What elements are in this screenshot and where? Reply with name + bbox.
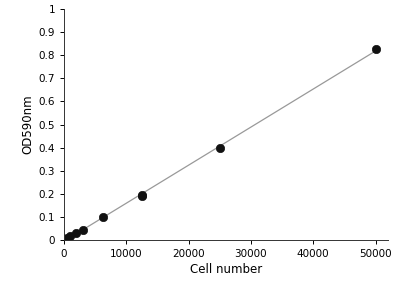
Y-axis label: OD590nm: OD590nm <box>21 95 34 154</box>
Point <box>216 145 223 150</box>
X-axis label: Cell number: Cell number <box>190 263 262 277</box>
Point <box>64 236 70 240</box>
Point <box>100 215 106 219</box>
Point <box>67 233 74 238</box>
Point <box>139 193 145 197</box>
Point <box>80 227 86 232</box>
Point <box>139 194 145 199</box>
Point <box>372 47 379 52</box>
Point <box>73 231 80 236</box>
